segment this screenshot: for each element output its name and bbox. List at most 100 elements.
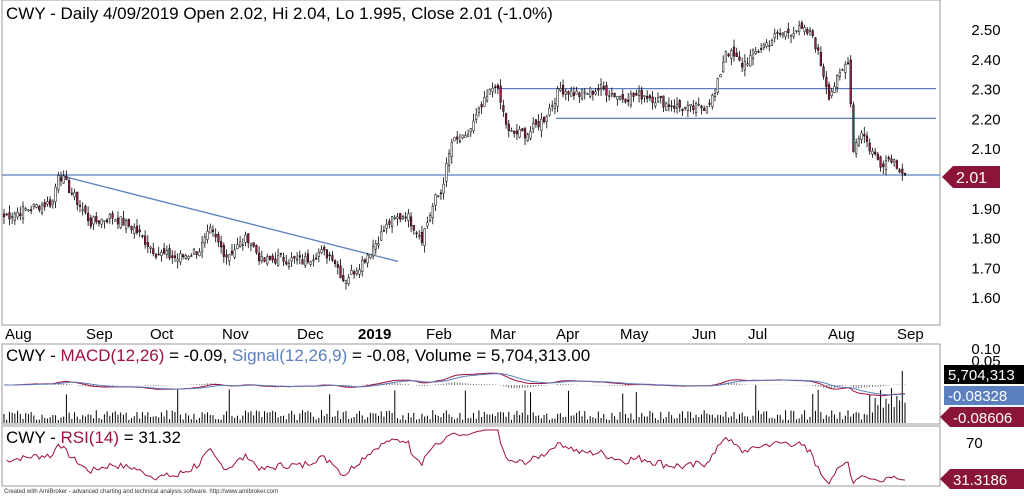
candle-body [860, 132, 863, 140]
candle-body [542, 116, 546, 123]
candle-body [84, 205, 87, 213]
candle-body [627, 99, 630, 102]
candle-body [404, 216, 407, 219]
candle-body [803, 27, 806, 32]
candle-body [586, 93, 589, 95]
candle-body [149, 246, 152, 249]
rsi-pane [1, 425, 941, 487]
candle-body [382, 230, 386, 232]
candle-body [304, 256, 307, 266]
candle-body [792, 33, 795, 37]
candle-body [825, 76, 828, 88]
candle-body [374, 243, 377, 250]
candle-body [523, 128, 527, 139]
candle-body [233, 249, 236, 258]
candle-body [323, 246, 326, 251]
candle-body [760, 48, 763, 50]
candle-body [24, 208, 27, 211]
candle-body [605, 85, 608, 96]
candle-body [103, 220, 106, 222]
candle-body [903, 172, 907, 176]
candle-body [746, 63, 749, 66]
candle-body [871, 150, 874, 155]
candle-body [385, 223, 388, 229]
candle-body [328, 254, 331, 257]
candle-body [198, 251, 201, 257]
candle-body [659, 95, 662, 98]
candle-body [502, 105, 505, 112]
candle-body [654, 102, 657, 107]
candle-body [130, 225, 133, 231]
candle-body [442, 183, 445, 194]
y-tick-label: 1.60 [971, 290, 1000, 307]
last-price-label: 2.01 [956, 170, 987, 187]
x-tick-label: Sep [86, 326, 113, 343]
candle-body [597, 88, 600, 91]
candle-body [488, 88, 491, 95]
candle-body [599, 84, 603, 89]
candle-body [268, 255, 272, 260]
candle-body [195, 251, 198, 255]
candle-body [70, 192, 73, 195]
candle-body [708, 102, 711, 105]
candle-body [808, 29, 812, 32]
candle-body [884, 160, 888, 170]
candle-body [656, 97, 660, 103]
candle-body [95, 216, 98, 223]
candle-body [187, 256, 190, 259]
candle-body [309, 261, 312, 265]
candle-body [776, 32, 779, 34]
candle-body [426, 222, 429, 227]
candle-body [380, 231, 383, 241]
macd-title-prefix: CWY - [6, 346, 60, 365]
candle-body [534, 119, 538, 125]
candle-body [800, 22, 803, 29]
candle-body [76, 191, 79, 205]
candle-body [100, 218, 103, 225]
candle-body [483, 97, 486, 107]
candle-body [393, 217, 396, 220]
candle-body [135, 225, 139, 233]
candle-body [675, 103, 679, 109]
candle-body [472, 120, 475, 131]
candle-body [434, 194, 437, 206]
candle-body [846, 62, 850, 65]
candle-body [640, 90, 643, 100]
candle-body [450, 142, 453, 158]
macd-pane [1, 343, 941, 425]
candle-body [841, 69, 844, 71]
candle-body [643, 95, 646, 98]
candle-body [814, 37, 817, 50]
candle-body [222, 245, 225, 257]
candle-body [540, 118, 543, 131]
y-tick-label: 1.90 [971, 201, 1000, 218]
candle-body [87, 212, 90, 221]
candle-body [602, 86, 605, 90]
candle-body [572, 92, 576, 96]
candle-body [456, 136, 459, 140]
candle-body [73, 192, 76, 198]
candle-body [561, 84, 565, 95]
macd-pane-title: CWY - MACD(12,26) = -0.09, Signal(12,26,… [6, 346, 590, 365]
candle-body [423, 228, 426, 246]
candle-body [244, 234, 247, 243]
candle-body [206, 230, 209, 240]
candle-body [855, 142, 858, 154]
candle-body [127, 219, 130, 227]
candle-body [827, 84, 831, 100]
candle-body [282, 256, 285, 262]
candle-body [409, 216, 413, 227]
candle-body [352, 271, 356, 275]
candle-body [342, 275, 345, 282]
candle-body [141, 235, 144, 237]
candle-body [499, 85, 502, 103]
candle-body [466, 134, 470, 137]
candle-body [54, 186, 57, 202]
candle-body [184, 255, 187, 259]
candle-body [371, 246, 375, 257]
volume-value-badge: 5,704,313 [944, 365, 1024, 384]
candle-body [583, 91, 586, 94]
candle-body [214, 233, 217, 238]
candle-body [16, 211, 19, 218]
x-tick-label: Dec [297, 326, 324, 343]
